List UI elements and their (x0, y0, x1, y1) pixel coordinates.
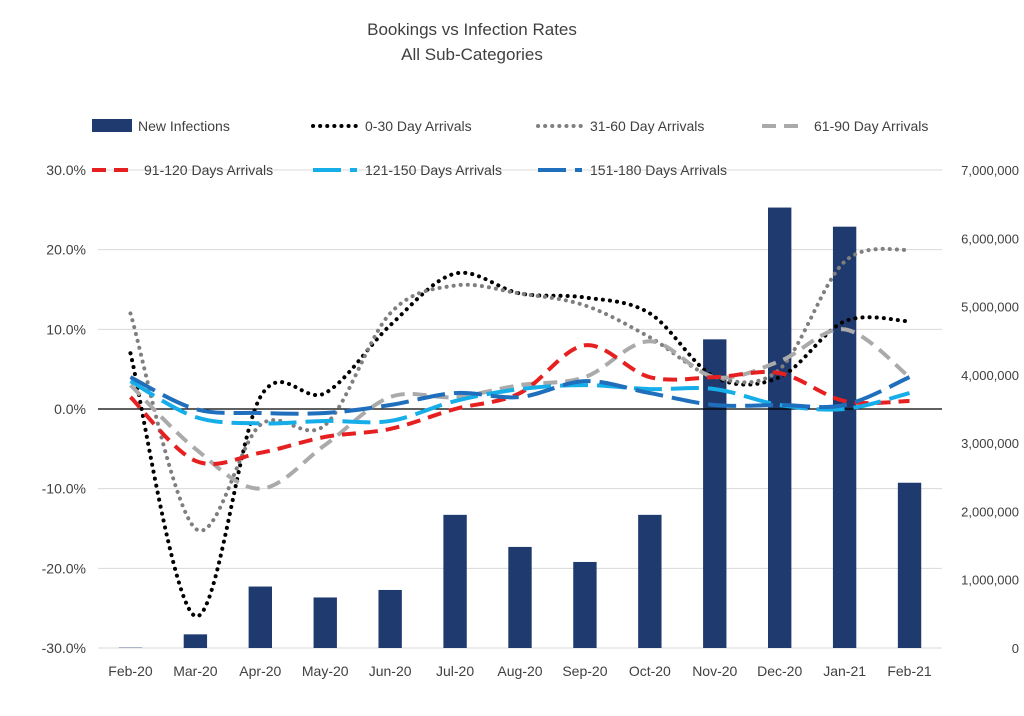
x-tick-label: Apr-20 (239, 663, 281, 679)
right-tick-label: 7,000,000 (961, 163, 1019, 178)
x-tick-label: Jun-20 (369, 663, 412, 679)
legend: New Infections 0-30 Day Arrivals 31-60 Day… (92, 118, 928, 178)
x-tick-label: Oct-20 (629, 663, 671, 679)
legend-label: 61-90 Day Arrivals (814, 118, 928, 134)
legend-label: New Infections (138, 118, 230, 134)
bar-sep-20 (573, 561, 597, 648)
right-tick-label: 6,000,000 (961, 231, 1019, 246)
bar-jul-20 (443, 514, 467, 648)
legend-label: 0-30 Day Arrivals (365, 118, 472, 134)
line-31-60-day-arrivals (128, 246, 912, 533)
left-tick-label: -10.0% (42, 481, 86, 497)
right-tick-label: 2,000,000 (961, 504, 1019, 519)
line-0-30-day-arrivals (128, 270, 912, 619)
legend-label: 121-150 Days Arrivals (365, 162, 502, 178)
bar-apr-20 (248, 586, 272, 648)
left-tick-label: 0.0% (54, 401, 86, 417)
bar-mar-20 (183, 634, 208, 648)
right-tick-label: 0 (1012, 641, 1019, 656)
legend-label: 151-180 Days Arrivals (590, 162, 727, 178)
left-tick-label: -20.0% (42, 560, 86, 576)
left-axis-tick-labels: -30.0% -20.0% -10.0% 0.0% 10.0% 20.0% 30.0% (42, 162, 86, 656)
x-axis-tick-labels: Feb-20 Mar-20 Apr-20 May-20 Jun-20 Jul-20 Aug-… (108, 663, 932, 679)
right-tick-label: 1,000,000 (961, 573, 1019, 588)
left-tick-label: 20.0% (46, 242, 86, 258)
bar-nov-20 (703, 339, 727, 648)
bar-oct-20 (638, 514, 662, 648)
chart-title: Bookings vs Infection Rates (367, 20, 577, 39)
chart-subtitle: All Sub-Categories (401, 45, 543, 64)
bar-jun-20 (378, 589, 402, 648)
right-tick-label: 4,000,000 (961, 368, 1019, 383)
left-tick-label: 30.0% (46, 162, 86, 178)
left-tick-label: 10.0% (46, 321, 86, 337)
x-tick-label: Feb-20 (108, 663, 153, 679)
x-tick-label: Feb-21 (887, 663, 932, 679)
x-tick-label: Jan-21 (823, 663, 866, 679)
x-tick-label: May-20 (302, 663, 349, 679)
right-tick-label: 3,000,000 (961, 436, 1019, 451)
line-series-group (128, 246, 912, 619)
x-tick-label: Jul-20 (436, 663, 474, 679)
bar-dec-20 (768, 207, 792, 649)
bar-jan-21 (832, 226, 857, 649)
line-151-180-days-arrivals (129, 375, 911, 416)
right-tick-label: 5,000,000 (961, 300, 1019, 315)
left-tick-label: -30.0% (42, 640, 86, 656)
x-tick-label: Nov-20 (692, 663, 737, 679)
right-axis-tick-labels: 0 1,000,000 2,000,000 3,000,000 4,000,000 5,0… (961, 163, 1019, 656)
legend-label: 31-60 Day Arrivals (590, 118, 704, 134)
legend-swatch-new-infections (92, 119, 132, 132)
bar-may-20 (313, 597, 337, 648)
x-tick-label: Dec-20 (757, 663, 802, 679)
line-91-120-days-arrivals (129, 343, 910, 466)
x-tick-label: Mar-20 (173, 663, 218, 679)
bar-series-new-infections (118, 207, 922, 649)
bar-aug-20 (508, 546, 532, 648)
x-tick-label: Aug-20 (497, 663, 542, 679)
legend-label: 91-120 Days Arrivals (144, 162, 273, 178)
bar-feb-21 (897, 482, 922, 648)
x-tick-label: Sep-20 (562, 663, 607, 679)
